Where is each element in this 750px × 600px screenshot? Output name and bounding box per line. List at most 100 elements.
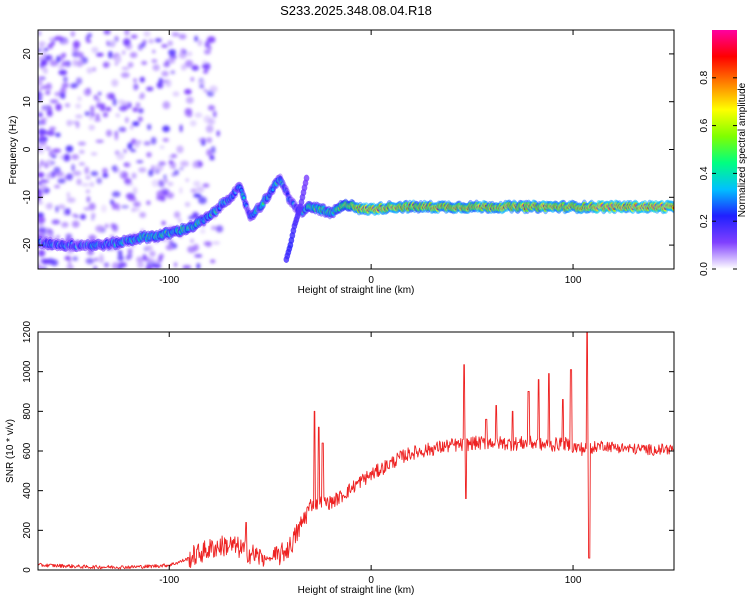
snr-y-ticks: 0 200 400 600 800 1000 1200: [22, 320, 674, 573]
spectrogram-noise-blob: [97, 91, 102, 96]
spectrogram-noise-blob: [38, 196, 41, 202]
spectrogram-noise-blob: [94, 118, 101, 122]
spectrogram-noise-blob: [41, 117, 48, 121]
spectrogram-noise-blob: [148, 38, 154, 44]
spectrogram-noise-blob: [216, 130, 220, 137]
spectrogram-noise-blob: [182, 265, 192, 269]
spectrogram-noise-blob: [76, 60, 83, 68]
spectrogram-noise-blob: [41, 258, 50, 265]
spectrogram-noise-blob: [86, 196, 91, 203]
spectrogram-noise-blob: [136, 256, 144, 263]
spectrogram-noise-blob: [132, 107, 139, 113]
spectrogram-noise-blob: [207, 36, 216, 43]
spectrogram-noise-blob: [190, 77, 195, 82]
spectrogram-y-ticks: -20 -10 0 10 20: [22, 48, 674, 252]
spectrogram-noise-blob: [193, 64, 198, 70]
spectrogram-noise-blob: [62, 76, 68, 83]
spectrogram-noise-blob: [84, 166, 90, 175]
spectrogram-noise-blob: [119, 171, 123, 176]
spectrogram-noise-blob: [96, 177, 103, 184]
spectrogram-noise-blob: [86, 39, 92, 43]
spectrogram-noise-blob: [203, 70, 209, 74]
spectrogram-noise-blob: [143, 141, 151, 146]
spectrogram-noise-blob: [159, 145, 165, 149]
snr-panel: -100 0 100 0 200 400 600 800 1000 1200 Height of…: [5, 320, 675, 596]
spectrogram-noise-blob: [117, 266, 123, 269]
spectrogram-noise-blob: [38, 265, 44, 269]
snr-x-ticks: -100 0 100: [159, 332, 582, 586]
spectrogram-noise-blob: [54, 35, 64, 41]
spectrogram-noise-blob: [102, 173, 109, 178]
spectrogram-noise: [38, 30, 224, 269]
spectrogram-noise-blob: [194, 254, 203, 258]
spectrogram-noise-blob: [66, 119, 73, 127]
spectrogram-noise-blob: [141, 60, 148, 66]
spectrogram-noise-blob: [170, 153, 178, 158]
spectrogram-noise-blob: [38, 163, 42, 172]
spectrogram-y-tick-label: 10: [22, 96, 33, 108]
spectrogram-noise-blob: [90, 171, 99, 177]
spectrogram-noise-blob: [132, 121, 140, 127]
spectrogram-noise-blob: [105, 106, 112, 112]
spectrogram-noise-blob: [90, 152, 98, 156]
spectrogram-noise-blob: [146, 86, 154, 92]
spectrogram-x-tick-label: -100: [159, 275, 179, 286]
spectrogram-noise-blob: [38, 227, 48, 232]
spectrogram-noise-blob: [49, 126, 57, 131]
spectrogram-noise-blob: [56, 55, 61, 63]
spectrogram-x-tick-label: 0: [368, 275, 374, 286]
spectrogram-noise-blob: [154, 38, 162, 43]
spectrogram-noise-blob: [125, 117, 129, 123]
spectrogram-noise-blob: [137, 116, 143, 122]
spectrogram-noise-blob: [207, 105, 215, 111]
spectrogram-noise-blob: [104, 223, 109, 229]
spectrogram-noise-blob: [209, 156, 215, 161]
snr-y-tick-label: 1000: [22, 360, 33, 383]
spectrogram-noise-blob: [72, 213, 77, 218]
spectrogram-noise-blob: [95, 139, 104, 143]
spectrogram-noise-blob: [160, 188, 170, 194]
spectrogram-noise-blob: [115, 113, 120, 118]
spectrogram-noise-blob: [196, 262, 201, 269]
snr-background: [38, 332, 674, 570]
spectrogram-noise-blob: [72, 256, 79, 262]
spectrogram-noise-blob: [202, 183, 210, 188]
spectrogram-noise-blob: [184, 201, 191, 207]
spectrogram-noise-blob: [48, 149, 53, 157]
spectrogram-y-axis-label: Frequency (Hz): [8, 116, 19, 185]
spectrogram-noise-blob: [215, 225, 224, 233]
spectrogram-noise-blob: [59, 53, 64, 62]
spectrogram-noise-blob: [168, 160, 174, 165]
spectrogram-noise-blob: [71, 154, 79, 160]
spectrogram-noise-blob: [171, 32, 180, 37]
spectrogram-noise-blob: [173, 211, 181, 219]
snr-y-tick-label: 400: [22, 482, 33, 499]
spectrogram-noise-blob: [209, 85, 218, 93]
spectrogram-background: [38, 30, 674, 269]
spectrogram-noise-blob: [55, 103, 62, 111]
spectrogram-noise-blob: [66, 208, 71, 216]
spectrogram-noise-blob: [203, 49, 211, 55]
spectrogram-noise-blob: [139, 92, 145, 100]
spectrogram-noise-blob: [106, 92, 113, 100]
spectrogram-noise-blob: [184, 88, 192, 95]
colorbar-ticks: 0.0 0.2 0.4 0.6 0.8: [699, 70, 737, 276]
spectrogram-noise-blob: [124, 30, 130, 36]
spectrogram-noise-blob: [127, 62, 134, 68]
spectrogram-noise-blob: [58, 204, 66, 210]
spectrogram-noise-blob: [139, 76, 145, 83]
spectrogram-noise-blob: [38, 212, 45, 218]
spectrogram-noise-blob: [80, 214, 86, 220]
spectrogram-noise-blob: [158, 161, 166, 166]
spectrogram-noise-blob: [43, 47, 49, 52]
spectrogram-x-tick-label: 100: [565, 275, 582, 286]
spectrogram-noise-blob: [66, 197, 76, 203]
spectrogram-noise-blob: [92, 67, 97, 72]
spectrogram-noise-blob: [204, 40, 210, 49]
spectrogram-noise-blob: [47, 232, 51, 237]
spectrogram-noise-blob: [163, 61, 171, 68]
spectrogram-noise-blob: [129, 52, 138, 59]
colorbar-tick-label: 0.4: [699, 166, 710, 180]
spectrogram-noise-blob: [180, 48, 186, 54]
spectrogram-noise-blob: [77, 95, 82, 102]
